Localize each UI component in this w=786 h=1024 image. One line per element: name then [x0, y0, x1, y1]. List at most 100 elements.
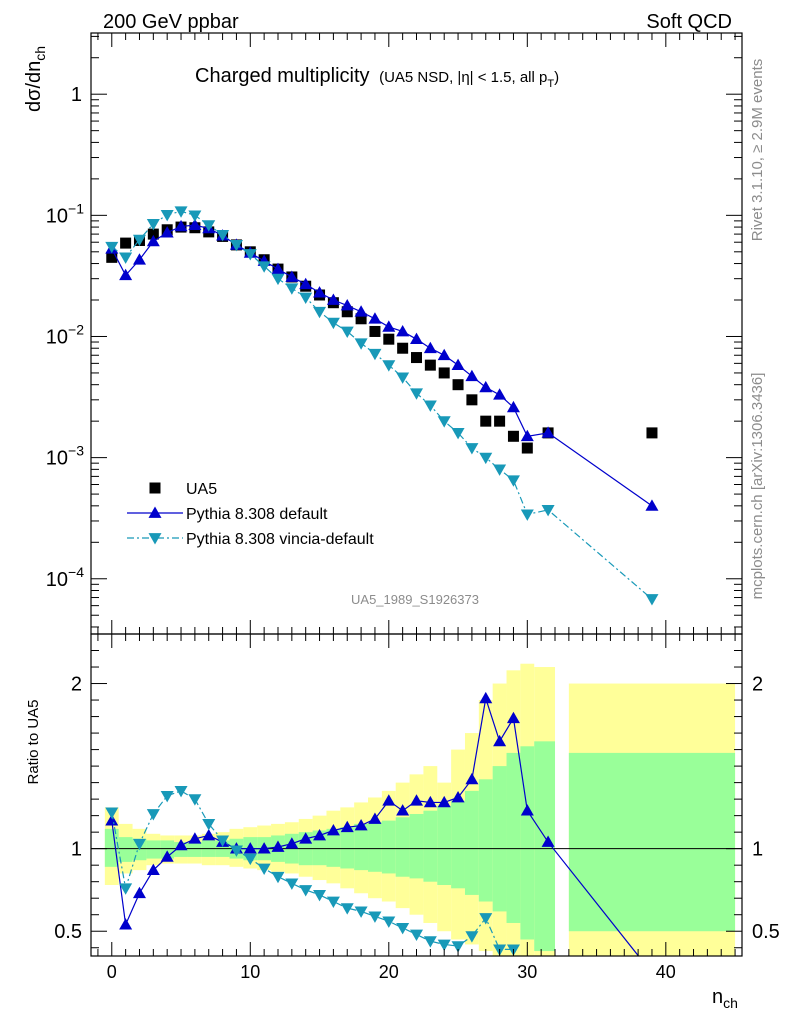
band-stat-18 [354, 823, 369, 871]
main-point-s1-5 [174, 219, 188, 232]
legend-label-2: Pythia 8.308 vincia-default [186, 531, 374, 548]
y-main-tick-label-base-4: 10 [46, 569, 68, 591]
main-point-s2-9 [229, 240, 243, 252]
band-stat-27 [478, 779, 493, 902]
main-point-s0-26 [466, 394, 478, 406]
main-point-s2-26 [465, 443, 479, 455]
band-stat-3 [146, 840, 161, 859]
ratio-point-s0-25 [451, 790, 465, 803]
ratio-point-s1-21 [396, 923, 410, 935]
legend: UA5 Pythia 8.308 default Pythia 8.308 vinc… [127, 481, 374, 548]
ratio-point-s1-22 [410, 929, 423, 942]
main-point-s2-5 [174, 206, 188, 218]
main-point-s0-1 [120, 237, 132, 249]
ratio-point-s1-19 [368, 911, 382, 923]
x-axis-label: nch [712, 986, 738, 1011]
ratio-point-s0-27 [479, 691, 493, 704]
ratio-point-s0-22 [410, 794, 423, 806]
ratio-point-s0-15 [313, 828, 327, 841]
band-stat-28 [492, 766, 507, 912]
main-point-s0-19 [369, 325, 381, 337]
main-point-s2-24 [437, 416, 451, 428]
band-stat-17 [340, 827, 355, 869]
main-point-s1-1 [119, 268, 133, 281]
ratio-point-s0-31 [541, 835, 555, 847]
y-ratio-tick-label-left-1: 1 [71, 839, 82, 861]
main-point-s2-23 [423, 400, 437, 412]
x-tick-label-0: 0 [107, 962, 117, 982]
main-point-s2-12 [271, 273, 285, 286]
ratio-point-s0-5 [174, 838, 188, 851]
y-main-tick-label-exp-3: −3 [68, 443, 84, 459]
main-point-s1-25 [451, 358, 465, 371]
legend-label-1: Pythia 8.308 default [186, 506, 328, 523]
ratio-point-s0-1 [119, 918, 133, 930]
main-point-s1-27 [479, 380, 493, 393]
main-point-s1-4 [160, 226, 174, 238]
main-point-s2-16 [326, 317, 340, 330]
y-main-tick-label-exp-4: −4 [68, 564, 84, 580]
ratio-point-s0-0 [105, 814, 119, 826]
x-tick-label-1: 10 [240, 962, 260, 982]
main-point-s1-17 [340, 299, 354, 311]
chart-title-main: Charged multiplicity [195, 65, 370, 87]
main-point-s1-12 [271, 262, 285, 274]
ratio-point-s0-21 [396, 804, 410, 816]
ratio-point-s0-24 [437, 795, 451, 808]
ratio-point-s1-12 [271, 871, 285, 884]
main-point-s2-13 [285, 283, 299, 295]
y-main-tick-label-2: 10−2 [46, 321, 84, 348]
legend-marker-1 [148, 506, 162, 518]
ratio-point-s1-15 [313, 890, 327, 902]
main-point-s2-14 [299, 292, 313, 304]
ratio-point-s1-26 [465, 931, 479, 943]
y-ratio-tick-label-left-0: 0.5 [54, 921, 82, 943]
band-stat-1 [118, 837, 133, 862]
main-point-s0-22 [411, 352, 422, 364]
main-point-s0-32 [646, 427, 658, 439]
y-main-tick-label-exp-1: −1 [68, 200, 84, 216]
main-point-s2-22 [410, 388, 423, 400]
chart-title-detail-sub: T [547, 78, 554, 90]
ratio-point-s0-26 [465, 772, 479, 785]
main-point-s2-2 [132, 234, 146, 247]
band-stat-0 [104, 828, 119, 867]
y-axis-label-ratio: Ratio to UA5 [25, 699, 42, 784]
ratio-point-s0-7 [202, 828, 216, 841]
main-point-s2-17 [340, 326, 354, 338]
main-point-s1-20 [382, 320, 396, 332]
ratio-point-s1-20 [382, 916, 396, 928]
ratio-point-s1-3 [146, 809, 160, 821]
main-point-s0-27 [480, 415, 492, 427]
ratio-point-s0-16 [326, 824, 340, 836]
ratio-point-s1-5 [174, 785, 188, 798]
main-point-s0-17 [341, 306, 353, 318]
main-point-s2-7 [202, 220, 216, 232]
main-point-s0-30 [521, 442, 533, 454]
ratio-point-s1-14 [299, 885, 313, 897]
x-axis-label-sub: ch [723, 995, 738, 1011]
band-stat-21 [395, 817, 410, 877]
uncertainty-bands [104, 663, 736, 956]
y-axis-label-main: dσ/dnch [23, 46, 48, 112]
main-point-s2-28 [493, 464, 507, 476]
y-ratio-tick-label-left-2: 2 [71, 674, 82, 696]
ratio-point-s1-17 [340, 903, 354, 915]
axis-ticks [91, 33, 742, 956]
legend-label-0: UA5 [186, 481, 217, 498]
main-point-s2-10 [243, 249, 257, 261]
y-axis-label-main-base: dσ/dn [23, 61, 45, 112]
ratio-point-s0-17 [340, 820, 354, 833]
rivet-label: Rivet 3.1.10, ≥ 2.9M events [749, 59, 766, 242]
ratio-point-s1-10 [243, 853, 257, 866]
main-point-s2-32 [645, 594, 659, 606]
chart-title-detail: (UA5 NSD, |η| < 1.5, all p [379, 69, 547, 86]
ratio-point-s0-2 [132, 886, 146, 899]
main-point-s0-28 [494, 415, 506, 427]
main-point-s1-21 [396, 324, 410, 337]
main-point-s2-27 [479, 452, 493, 465]
main-point-s0-25 [452, 379, 464, 391]
main-point-s0-20 [383, 333, 395, 345]
main-point-s2-1 [119, 252, 133, 264]
